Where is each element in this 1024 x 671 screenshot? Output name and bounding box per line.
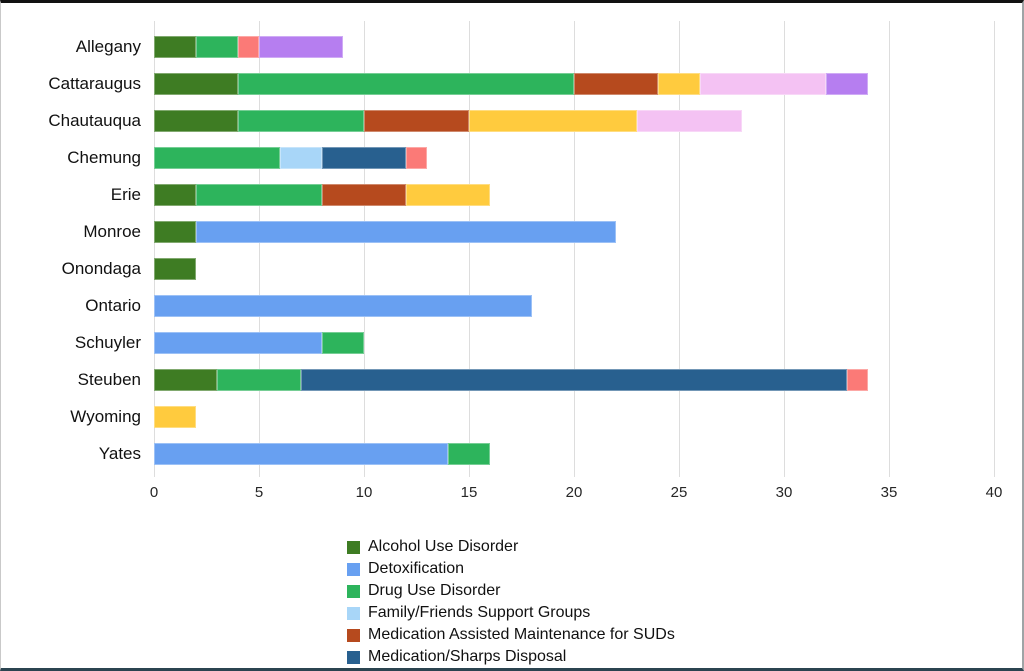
plot-area bbox=[154, 21, 995, 477]
bar-segment bbox=[469, 110, 637, 132]
bar-steuben bbox=[154, 369, 868, 391]
gridline-x-10 bbox=[364, 21, 365, 477]
legend-swatch-icon bbox=[347, 540, 360, 554]
bar-segment bbox=[322, 184, 406, 206]
legend-item: Alcohol Use Disorder bbox=[347, 538, 675, 555]
legend-label: Medication Assisted Maintenance for SUDs bbox=[368, 626, 675, 643]
x-tick-label: 10 bbox=[355, 484, 373, 501]
category-label: Cattaraugus bbox=[48, 74, 141, 93]
bar-segment bbox=[280, 147, 322, 169]
bar-segment bbox=[364, 110, 469, 132]
gridline-x-15 bbox=[469, 21, 470, 477]
bar-wyoming bbox=[154, 406, 196, 428]
category-label: Yates bbox=[98, 444, 141, 463]
category-label: Onondaga bbox=[61, 259, 141, 278]
category-label: Monroe bbox=[83, 222, 141, 241]
bar-yates bbox=[154, 443, 490, 465]
category-label: Ontario bbox=[85, 296, 141, 315]
category-label: Schuyler bbox=[74, 333, 141, 352]
bar-schuyler bbox=[154, 332, 364, 354]
bar-segment bbox=[238, 110, 364, 132]
bar-segment bbox=[406, 147, 427, 169]
gridline-x-25 bbox=[679, 21, 680, 477]
bar-segment bbox=[196, 184, 322, 206]
bar-segment bbox=[259, 36, 343, 58]
category-label: Chautauqua bbox=[48, 111, 141, 130]
bar-segment bbox=[154, 332, 322, 354]
category-label: Allegany bbox=[75, 37, 141, 56]
bar-chautauqua bbox=[154, 110, 742, 132]
gridline-x-30 bbox=[784, 21, 785, 477]
bar-segment bbox=[196, 221, 616, 243]
gridline-x-0 bbox=[154, 21, 155, 477]
bar-segment bbox=[154, 36, 196, 58]
bar-segment bbox=[448, 443, 490, 465]
gridline-x-40 bbox=[994, 21, 995, 477]
legend-swatch-icon bbox=[347, 584, 360, 598]
bar-segment bbox=[154, 369, 217, 391]
legend-item: Medication Assisted Maintenance for SUDs bbox=[347, 626, 675, 643]
bar-segment bbox=[238, 73, 574, 95]
bar-segment bbox=[658, 73, 700, 95]
bar-segment bbox=[238, 36, 259, 58]
bar-segment bbox=[847, 369, 868, 391]
category-label: Chemung bbox=[67, 148, 141, 167]
bar-allegany bbox=[154, 36, 343, 58]
bar-segment bbox=[637, 110, 742, 132]
gridline-x-35 bbox=[889, 21, 890, 477]
bar-segment bbox=[700, 73, 826, 95]
bar-segment bbox=[217, 369, 301, 391]
bar-ontario bbox=[154, 295, 532, 317]
bar-segment bbox=[154, 73, 238, 95]
bar-segment bbox=[154, 443, 448, 465]
legend-label: Family/Friends Support Groups bbox=[368, 604, 591, 621]
chart-legend: Alcohol Use Disorder Detoxification Drug U… bbox=[347, 538, 675, 665]
legend-label: Medication/Sharps Disposal bbox=[368, 648, 567, 665]
x-tick-label: 5 bbox=[254, 484, 264, 501]
bar-cattaraugus bbox=[154, 73, 868, 95]
gridline-x-20 bbox=[574, 21, 575, 477]
legend-swatch-icon bbox=[347, 562, 360, 576]
legend-swatch-icon bbox=[347, 650, 360, 664]
legend-label: Drug Use Disorder bbox=[368, 582, 501, 599]
x-tick-label: 20 bbox=[565, 484, 583, 501]
category-label: Wyoming bbox=[70, 407, 141, 426]
bar-onondaga bbox=[154, 258, 196, 280]
bar-segment bbox=[154, 110, 238, 132]
category-label: Erie bbox=[110, 185, 141, 204]
bar-segment bbox=[154, 184, 196, 206]
legend-swatch-icon bbox=[347, 628, 360, 642]
bar-erie bbox=[154, 184, 490, 206]
x-tick-label: 15 bbox=[460, 484, 478, 501]
bar-segment bbox=[574, 73, 658, 95]
bar-segment bbox=[154, 406, 196, 428]
bar-segment bbox=[196, 36, 238, 58]
bar-segment bbox=[154, 258, 196, 280]
bar-segment bbox=[154, 147, 280, 169]
x-tick-label: 25 bbox=[670, 484, 688, 501]
legend-item: Medication/Sharps Disposal bbox=[347, 648, 675, 665]
bar-segment bbox=[301, 369, 847, 391]
bar-segment bbox=[826, 73, 868, 95]
bar-segment bbox=[322, 147, 406, 169]
legend-label: Detoxification bbox=[368, 560, 465, 577]
legend-item: Drug Use Disorder bbox=[347, 582, 675, 599]
bar-segment bbox=[406, 184, 490, 206]
legend-item: Family/Friends Support Groups bbox=[347, 604, 675, 621]
bar-monroe bbox=[154, 221, 616, 243]
bar-segment bbox=[322, 332, 364, 354]
x-tick-label: 35 bbox=[880, 484, 898, 501]
bar-segment bbox=[154, 221, 196, 243]
legend-item: Detoxification bbox=[347, 560, 675, 577]
x-tick-label: 30 bbox=[775, 484, 793, 501]
gridline-x-5 bbox=[259, 21, 260, 477]
x-tick-label: 0 bbox=[149, 484, 159, 501]
category-label: Steuben bbox=[77, 370, 141, 389]
legend-label: Alcohol Use Disorder bbox=[368, 538, 519, 555]
x-tick-label: 40 bbox=[985, 484, 1003, 501]
bar-segment bbox=[154, 295, 532, 317]
legend-swatch-icon bbox=[347, 606, 360, 620]
bar-chemung bbox=[154, 147, 427, 169]
